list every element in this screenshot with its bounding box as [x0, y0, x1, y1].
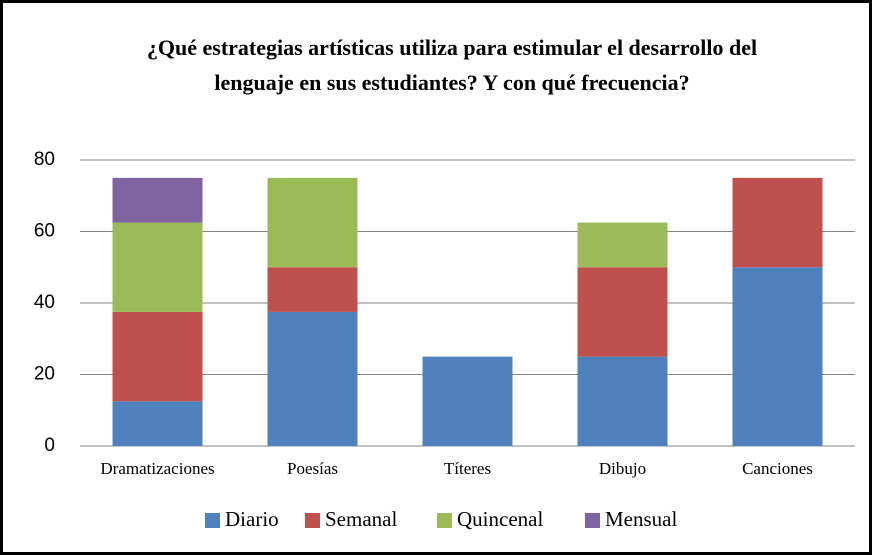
legend-swatch [585, 513, 600, 528]
y-tick-label: 60 [34, 221, 55, 242]
y-tick-label: 40 [34, 292, 55, 313]
x-tick-label: Canciones [742, 459, 813, 478]
bar-segment [577, 356, 668, 446]
bar-segment [577, 222, 668, 268]
chart-title: ¿Qué estrategias artísticas utiliza para… [146, 35, 758, 95]
bar-segment [577, 267, 668, 357]
legend-label: Mensual [605, 507, 677, 531]
legend-swatch [305, 513, 320, 528]
x-tick-label: Títeres [444, 459, 491, 478]
y-tick-label: 0 [44, 435, 55, 456]
y-tick-label: 80 [34, 149, 55, 170]
legend-swatch [205, 513, 220, 528]
x-tick-label: Dramatizaciones [100, 459, 214, 478]
legend-label: Quincenal [457, 507, 543, 531]
legend-swatch [437, 513, 452, 528]
y-tick-label: 20 [34, 364, 55, 385]
x-tick-label: Dibujo [599, 459, 646, 478]
bar-segment [112, 177, 203, 223]
bar-segment [267, 267, 358, 312]
x-tick-label: Poesías [287, 459, 338, 478]
bar-segment [422, 356, 513, 446]
legend-label: Semanal [325, 507, 397, 531]
bar-segment [112, 401, 203, 446]
bar-segment [112, 311, 203, 402]
legend-label: Diario [225, 507, 279, 531]
bar-segment [732, 267, 823, 446]
bar-segment [732, 177, 823, 268]
bar-segment [112, 222, 203, 312]
bar-segment [267, 177, 358, 268]
bar-segment [267, 311, 358, 446]
